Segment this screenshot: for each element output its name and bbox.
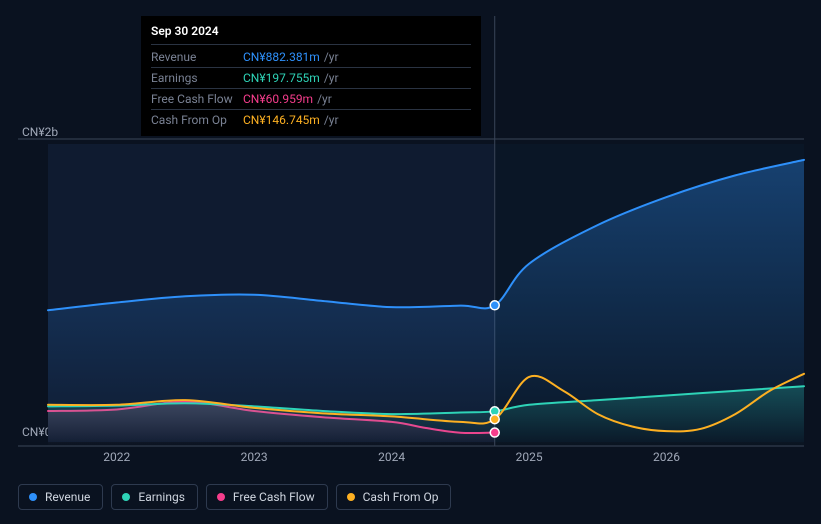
x-tick-label: 2025 <box>516 450 543 464</box>
tooltip-row: Cash From Op CN¥146.745m /yr <box>151 110 471 130</box>
tooltip-row-unit: /yr <box>324 50 339 64</box>
legend-item-fcf[interactable]: Free Cash Flow <box>206 484 328 510</box>
chart-legend: Revenue Earnings Free Cash Flow Cash Fro… <box>18 484 451 510</box>
tooltip-row: Earnings CN¥197.755m /yr <box>151 68 471 89</box>
tooltip-row-unit: /yr <box>324 113 339 127</box>
tooltip-row-value: CN¥197.755m <box>243 71 320 85</box>
tooltip-row-label: Revenue <box>151 50 243 64</box>
chart-tooltip: Sep 30 2024 Revenue CN¥882.381m /yr Earn… <box>141 16 481 136</box>
legend-dot-icon <box>29 493 37 501</box>
tooltip-row-label: Free Cash Flow <box>151 92 243 106</box>
legend-dot-icon <box>122 493 130 501</box>
tooltip-row: Revenue CN¥882.381m /yr <box>151 47 471 68</box>
tooltip-title: Sep 30 2024 <box>151 24 471 45</box>
legend-dot-icon <box>347 493 355 501</box>
tooltip-row-value: CN¥60.959m <box>243 92 313 106</box>
legend-label: Cash From Op <box>363 490 439 504</box>
legend-item-earnings[interactable]: Earnings <box>111 484 198 510</box>
tooltip-row: Free Cash Flow CN¥60.959m /yr <box>151 89 471 110</box>
legend-label: Free Cash Flow <box>233 490 315 504</box>
tooltip-row-label: Cash From Op <box>151 113 243 127</box>
legend-item-cfo[interactable]: Cash From Op <box>336 484 452 510</box>
legend-item-revenue[interactable]: Revenue <box>18 484 103 510</box>
tooltip-row-label: Earnings <box>151 71 243 85</box>
x-tick-label: 2022 <box>103 450 130 464</box>
legend-dot-icon <box>217 493 225 501</box>
x-tick-label: 2026 <box>653 450 680 464</box>
tooltip-row-value: CN¥146.745m <box>243 113 320 127</box>
x-tick-label: 2024 <box>378 450 405 464</box>
x-axis: 2022 2023 2024 2025 2026 <box>48 450 804 470</box>
tooltip-row-value: CN¥882.381m <box>243 50 320 64</box>
legend-label: Earnings <box>138 490 185 504</box>
tooltip-row-unit: /yr <box>324 71 339 85</box>
x-tick-label: 2023 <box>241 450 268 464</box>
tooltip-row-unit: /yr <box>317 92 332 106</box>
legend-label: Revenue <box>45 490 90 504</box>
